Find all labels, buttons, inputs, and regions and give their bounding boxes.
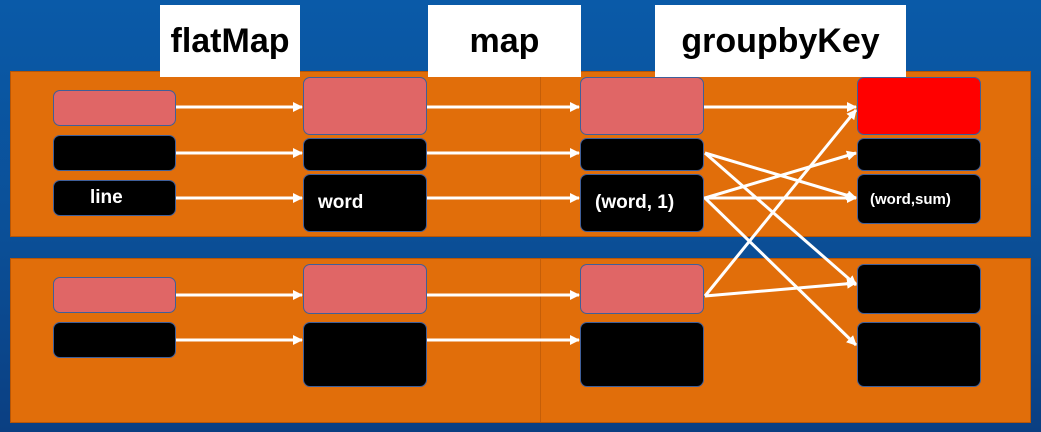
input-record — [53, 277, 176, 313]
map-record — [580, 322, 704, 387]
input-record — [53, 135, 176, 171]
sum-label: (word,sum) — [870, 190, 951, 208]
input-record — [53, 90, 176, 126]
arrow — [704, 278, 857, 298]
group-record-highlight — [857, 77, 981, 135]
flatmap-record — [303, 77, 427, 135]
group-record — [857, 264, 981, 314]
map-record — [580, 77, 704, 135]
arrow — [704, 150, 857, 200]
pair-label: (word, 1) — [595, 192, 675, 213]
arrow — [703, 109, 858, 297]
word-label: word — [318, 192, 364, 213]
flatmap-record — [303, 264, 427, 314]
input-line-record: line — [53, 180, 176, 216]
flatmap-word-record: word — [303, 174, 427, 232]
group-record — [857, 322, 981, 387]
map-stage-label: map — [428, 5, 581, 77]
groupbykey-stage-label: groupbyKey — [655, 5, 906, 77]
group-sum-record: (word,sum) — [857, 174, 981, 224]
line-label: line — [90, 187, 123, 208]
map-pair-record: (word, 1) — [580, 174, 704, 232]
flatmap-record — [303, 322, 427, 387]
map-record — [580, 138, 704, 171]
input-record — [53, 322, 176, 358]
map-record — [580, 264, 704, 314]
arrow — [703, 196, 858, 347]
arrow — [704, 151, 857, 287]
group-record — [857, 138, 981, 171]
flatmap-record — [303, 138, 427, 171]
flatmap-stage-label: flatMap — [160, 5, 300, 77]
